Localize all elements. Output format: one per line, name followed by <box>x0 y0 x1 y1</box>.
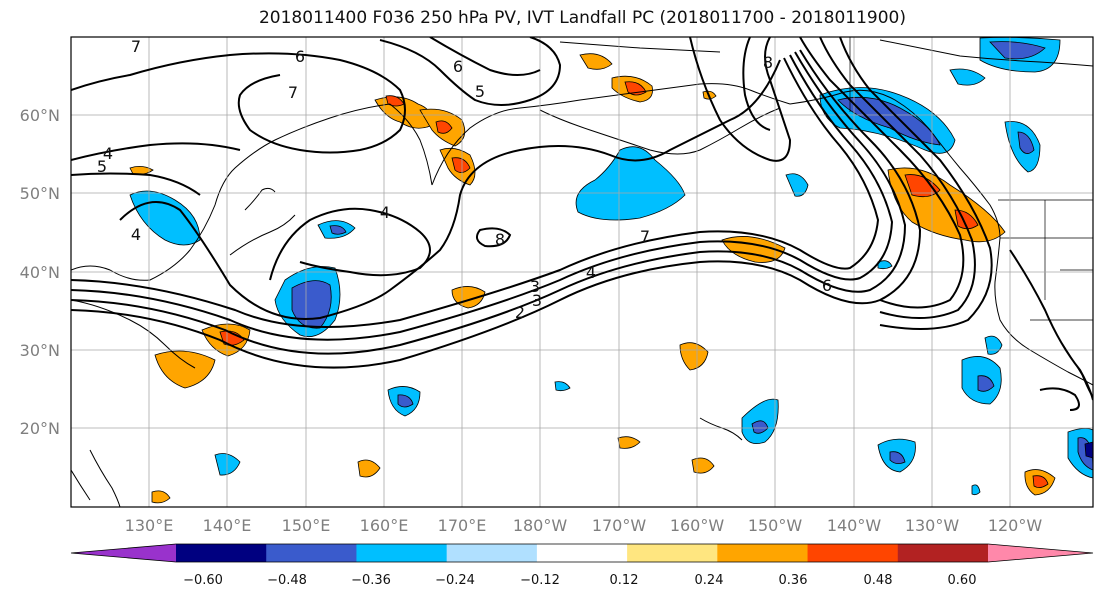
contour-label: 7 <box>288 83 298 102</box>
colorbar-segment <box>356 544 448 562</box>
lon-tick-label: 160°E <box>360 516 409 535</box>
colorbar-segment <box>627 544 718 562</box>
colorbar-tick-label: −0.48 <box>267 573 307 588</box>
pv-contours <box>71 37 1093 411</box>
figure-title: 2018011400 F036 250 hPa PV, IVT Landfall… <box>258 8 906 28</box>
map-frame <box>70 36 1094 508</box>
lon-tick-label: 180°W <box>513 516 568 535</box>
lon-tick-label: 130°E <box>125 516 174 535</box>
contour-label: 6 <box>295 47 305 66</box>
colorbar-segments <box>70 543 1094 563</box>
colorbar-outline <box>70 543 1094 563</box>
lon-tick-label: 170°W <box>592 516 647 535</box>
colorbar-tick-label: −0.36 <box>351 573 391 588</box>
contour-label: 5 <box>475 82 485 101</box>
lon-tick-label: 150°W <box>748 516 803 535</box>
colorbar-tick-label: 0.12 <box>610 573 639 588</box>
colorbar-segment <box>536 544 628 562</box>
lon-tick-label: 130°W <box>905 516 960 535</box>
contour-label: 3 <box>532 291 542 310</box>
pc-shading-layer <box>129 37 1093 504</box>
contour-label: 7 <box>131 37 141 56</box>
colorbar-tick-label: 0.36 <box>779 573 808 588</box>
contour-label: 6 <box>822 276 832 295</box>
lat-tick-label: 60°N <box>20 106 60 125</box>
colorbar: −0.60 −0.48 −0.36 −0.24 −0.12 0.12 0.24 … <box>70 543 1094 588</box>
lon-tick-label: 160°W <box>670 516 725 535</box>
colorbar-tick-label: −0.12 <box>520 573 560 588</box>
colorbar-tick-labels: −0.60 −0.48 −0.36 −0.24 −0.12 0.12 0.24 … <box>183 573 976 588</box>
graticule <box>71 37 1093 507</box>
lon-tick-label: 140°W <box>827 516 882 535</box>
colorbar-extend-min <box>71 544 176 562</box>
contour-label: 4 <box>380 203 390 222</box>
contour-label: 2 <box>515 303 525 322</box>
lon-tick-label: 170°E <box>438 516 487 535</box>
contour-label: 4 <box>131 225 141 244</box>
lon-tick-labels: 130°E 140°E 150°E 160°E 170°E 180°W 170°… <box>125 516 1043 535</box>
lon-tick-label: 140°E <box>203 516 252 535</box>
colorbar-segment <box>807 544 899 562</box>
colorbar-tick-label: 0.60 <box>948 573 977 588</box>
contour-label: 4 <box>586 263 596 282</box>
contour-labels: 7 6 7 4 6 5 5 4 4 4 8 8 7 3 4 3 2 6 <box>97 37 832 322</box>
contour-label: 8 <box>763 53 773 72</box>
contour-label: 7 <box>640 227 650 246</box>
colorbar-segment <box>717 544 809 562</box>
contour-label: 5 <box>97 157 107 176</box>
lat-tick-label: 40°N <box>20 263 60 282</box>
lon-tick-label: 120°W <box>988 516 1043 535</box>
colorbar-segment <box>176 544 267 562</box>
lat-tick-labels: 60°N 50°N 40°N 30°N 20°N <box>20 106 60 438</box>
lat-tick-label: 30°N <box>20 341 60 360</box>
colorbar-tick-label: 0.48 <box>864 573 893 588</box>
contour-label: 8 <box>495 230 505 249</box>
contour-label: 4 <box>103 144 113 163</box>
colorbar-segment <box>446 544 538 562</box>
contour-label: 3 <box>530 277 540 296</box>
colorbar-extend-max <box>988 544 1093 562</box>
lat-tick-label: 20°N <box>20 419 60 438</box>
contour-label: 6 <box>453 57 463 76</box>
colorbar-tick-label: −0.60 <box>183 573 223 588</box>
colorbar-segment <box>266 544 357 562</box>
colorbar-segment <box>897 544 989 562</box>
lat-tick-label: 50°N <box>20 184 60 203</box>
colorbar-tick-label: 0.24 <box>695 573 724 588</box>
lon-tick-label: 150°E <box>282 516 331 535</box>
colorbar-tick-label: −0.24 <box>435 573 475 588</box>
